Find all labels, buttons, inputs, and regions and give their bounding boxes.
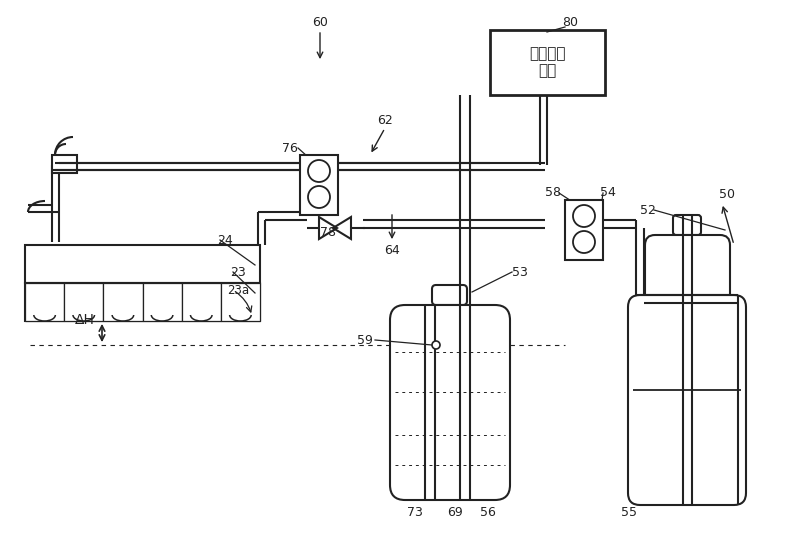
Text: 24: 24 [217, 234, 233, 246]
Bar [64, 283, 103, 321]
Text: 压力调节
装置: 压力调节 装置 [529, 46, 566, 78]
Bar [52, 155, 77, 173]
Bar [565, 200, 603, 260]
Text: 53: 53 [512, 266, 528, 278]
Bar [490, 30, 605, 95]
Text: 54: 54 [600, 186, 616, 200]
Bar [142, 283, 182, 321]
Text: 50: 50 [719, 189, 735, 201]
FancyBboxPatch shape [673, 215, 701, 235]
Text: 55: 55 [621, 505, 637, 519]
Circle shape [432, 341, 440, 349]
Bar [103, 283, 142, 321]
Circle shape [573, 231, 595, 253]
Bar [182, 283, 221, 321]
FancyBboxPatch shape [645, 235, 730, 310]
FancyBboxPatch shape [432, 285, 467, 305]
Circle shape [308, 160, 330, 182]
Bar [25, 245, 260, 283]
Text: 62: 62 [377, 113, 393, 127]
Text: 64: 64 [384, 244, 400, 256]
Text: 73: 73 [407, 505, 423, 519]
Text: ΔH: ΔH [75, 313, 95, 327]
Text: 78: 78 [320, 227, 336, 239]
Bar [25, 283, 64, 321]
Text: 80: 80 [562, 15, 578, 29]
Circle shape [573, 205, 595, 227]
Text: 59: 59 [357, 333, 373, 346]
Text: 76: 76 [282, 141, 298, 155]
Text: 23a: 23a [227, 283, 249, 296]
FancyBboxPatch shape [628, 295, 746, 505]
Text: 56: 56 [480, 505, 496, 519]
Text: 69: 69 [447, 505, 463, 519]
Circle shape [308, 186, 330, 208]
Text: 60: 60 [312, 15, 328, 29]
Text: 23: 23 [230, 266, 246, 278]
Text: 52: 52 [640, 204, 656, 217]
FancyBboxPatch shape [390, 305, 510, 500]
Bar [25, 283, 260, 321]
Bar [221, 283, 260, 321]
Text: 58: 58 [545, 186, 561, 200]
Bar [300, 155, 338, 215]
